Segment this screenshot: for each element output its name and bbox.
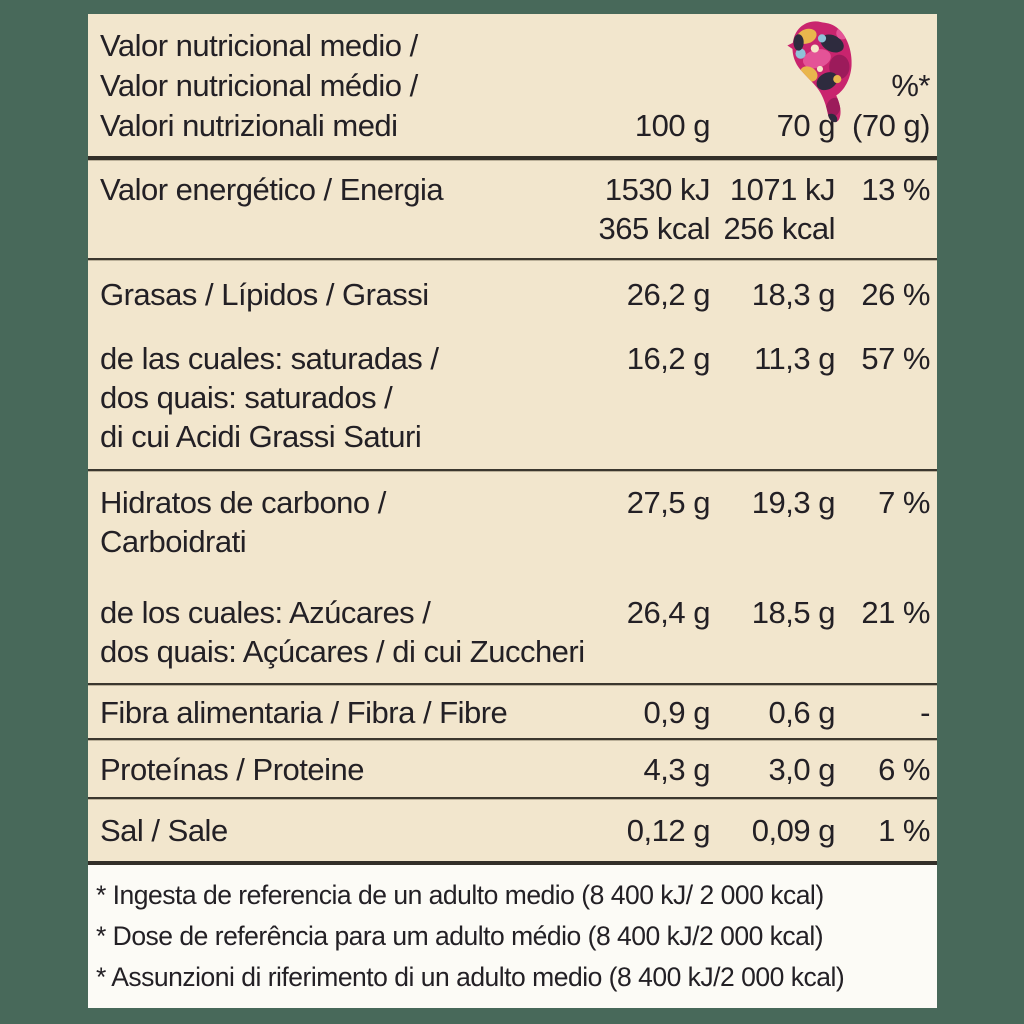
value-line: 256 kcal <box>723 211 836 246</box>
nutrient-label-line: de los cuales: Azúcares / <box>100 595 431 630</box>
nutrient-label: de las cuales: saturadas / dos quais: sa… <box>100 339 560 456</box>
value-70g: 19,3 g <box>751 485 836 520</box>
row-fat: Grasas / Lípidos / Grassi 26,2 g 18,3 g … <box>88 260 937 329</box>
separator <box>88 738 937 740</box>
value-100g: 0,12 g <box>626 813 711 848</box>
nutrient-label-line: Valor energético / Energia <box>100 172 444 207</box>
nutrient-label-line: Grasas / Lípidos / Grassi <box>100 277 429 312</box>
separator <box>88 258 937 260</box>
nutrient-label-line: dos quais: saturados / <box>100 380 393 415</box>
nutrient-label: Sal / Sale <box>100 811 560 850</box>
value-70g: 18,5 g <box>751 595 836 630</box>
value-70g: 0,09 g <box>751 813 836 848</box>
value-100g: 0,9 g <box>643 695 711 730</box>
row-energy: Valor energético / Energia 1530 kJ 365 k… <box>88 160 937 258</box>
value-70g: 11,3 g <box>754 341 835 376</box>
row-saturated-fat: de las cuales: saturadas / dos quais: sa… <box>88 329 937 469</box>
column-header-100g: 100 g <box>634 108 711 143</box>
value-percent: 26 % <box>861 277 930 312</box>
footnote-it: * Assunzioni di riferimento di un adulto… <box>96 962 845 992</box>
nutrient-label: Proteínas / Proteine <box>100 750 560 789</box>
percent-symbol: %* <box>891 68 930 103</box>
value-70g: 18,3 g <box>751 277 836 312</box>
nutrient-label-line: Fibra alimentaria / Fibra / Fibre <box>100 695 508 730</box>
table-header: Valor nutricional medio / Valor nutricio… <box>88 14 937 156</box>
value-line: 1071 kJ <box>729 172 836 207</box>
value-percent: 1 % <box>878 813 930 848</box>
nutrient-label-line: Proteínas / Proteine <box>100 752 365 787</box>
row-carbohydrates: Hidratos de carbono / Carboidrati 27,5 g… <box>88 471 937 583</box>
nutrition-label: Valor nutricional medio / Valor nutricio… <box>88 14 937 1008</box>
value-percent: 6 % <box>878 752 930 787</box>
nutrient-label-line: di cui Acidi Grassi Saturi <box>100 419 422 454</box>
table-title-line-pt: Valor nutricional médio / <box>100 68 418 103</box>
footnote-es: * Ingesta de referencia de un adulto med… <box>96 880 824 910</box>
value-line: 365 kcal <box>598 211 711 246</box>
nutrient-label-line: dos quais: Açúcares / di cui Zuccheri <box>100 634 585 669</box>
value-70g: 0,6 g <box>768 695 836 730</box>
value-100g: 26,4 g <box>626 595 711 630</box>
bird-icon <box>787 21 852 123</box>
separator <box>88 797 937 799</box>
nutrient-label-line: Carboidrati <box>100 524 247 559</box>
column-header-percent: %* (70 g) <box>835 66 930 146</box>
table-title: Valor nutricional medio / Valor nutricio… <box>100 26 560 146</box>
value-100g: 4,3 g <box>643 752 711 787</box>
separator <box>88 683 937 685</box>
table-title-line-es: Valor nutricional medio / <box>100 28 418 63</box>
nutrient-label: Hidratos de carbono / Carboidrati <box>100 483 560 561</box>
value-100g: 16,2 g <box>626 341 711 376</box>
value-70g: 1071 kJ 256 kcal <box>710 170 836 248</box>
separator <box>88 861 937 865</box>
nutrient-label-line: Sal / Sale <box>100 813 228 848</box>
table-title-line-it: Valori nutrizionali medi <box>100 108 398 143</box>
row-salt: Sal / Sale 0,12 g 0,09 g 1 % <box>88 799 937 861</box>
nutrient-label: de los cuales: Azúcares / dos quais: Açú… <box>100 593 585 671</box>
value-percent: 57 % <box>861 341 930 376</box>
value-100g: 26,2 g <box>626 277 711 312</box>
value-percent: 13 % <box>861 172 930 207</box>
nutrient-label-line: Hidratos de carbono / <box>100 485 386 520</box>
row-sugars: de los cuales: Azúcares / dos quais: Açú… <box>88 583 937 683</box>
value-percent: 21 % <box>861 595 930 630</box>
footnote-pt: * Dose de referência para um adulto médi… <box>96 921 824 951</box>
separator <box>88 156 937 160</box>
value-percent: - <box>920 695 930 730</box>
nutrient-label: Valor energético / Energia <box>100 170 560 248</box>
row-fiber: Fibra alimentaria / Fibra / Fibre 0,9 g … <box>88 685 937 738</box>
nutrient-label: Grasas / Lípidos / Grassi <box>100 275 560 314</box>
nutrient-label: Fibra alimentaria / Fibra / Fibre <box>100 693 560 732</box>
footnotes-section: * Ingesta de referencia de un adulto med… <box>88 865 937 1008</box>
row-protein: Proteínas / Proteine 4,3 g 3,0 g 6 % <box>88 740 937 797</box>
value-percent: 7 % <box>878 485 930 520</box>
value-100g: 1530 kJ 365 kcal <box>560 170 711 248</box>
nutrient-label-line: de las cuales: saturadas / <box>100 341 439 376</box>
separator <box>88 469 937 471</box>
value-line: 1530 kJ <box>604 172 711 207</box>
value-100g: 27,5 g <box>626 485 711 520</box>
column-header-70g: 70 g <box>776 108 836 143</box>
percent-basis: (70 g) <box>852 108 930 143</box>
value-70g: 3,0 g <box>768 752 836 787</box>
